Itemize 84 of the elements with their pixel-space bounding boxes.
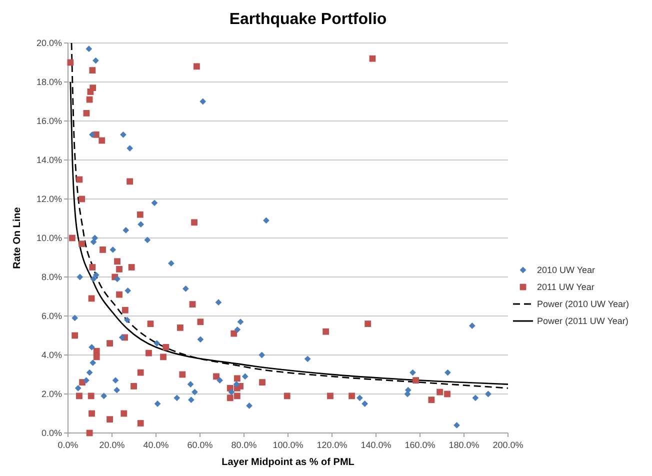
y-tick-label: 20.0% xyxy=(36,38,62,48)
point xyxy=(90,360,96,366)
point xyxy=(362,400,368,407)
point xyxy=(138,221,144,228)
point xyxy=(242,373,248,380)
x-tick-label: 100.0% xyxy=(272,440,304,450)
point xyxy=(216,377,223,384)
point xyxy=(200,98,206,105)
point xyxy=(304,356,311,362)
point xyxy=(234,326,241,333)
point xyxy=(83,377,90,384)
y-axis-title: Rate On Line xyxy=(12,206,23,269)
point xyxy=(454,422,460,428)
y-tick-label: 14.0% xyxy=(36,155,62,166)
legend-label: 2011 UW Year xyxy=(537,282,594,292)
x-tick-label: 120.0% xyxy=(316,440,348,450)
point xyxy=(468,322,476,329)
point xyxy=(154,340,160,346)
point xyxy=(92,57,99,64)
y-tick-label: 8.0% xyxy=(41,272,62,282)
point xyxy=(410,369,416,376)
point xyxy=(404,390,411,398)
y-tick-label: 12.0% xyxy=(36,194,62,204)
point xyxy=(88,344,95,350)
x-tick-label: 140.0% xyxy=(360,440,392,450)
point xyxy=(174,394,180,402)
point xyxy=(92,272,100,278)
point xyxy=(182,286,189,292)
point xyxy=(144,236,151,244)
point xyxy=(90,276,97,282)
point xyxy=(188,396,194,404)
x-tick-label: 0.0% xyxy=(58,440,78,450)
point xyxy=(485,390,492,398)
y-tick-label: 10.0% xyxy=(36,233,62,244)
point xyxy=(237,318,244,326)
point xyxy=(74,384,82,392)
y-tick-label: 18.0% xyxy=(36,77,62,88)
point xyxy=(192,388,198,396)
point xyxy=(118,334,126,341)
point xyxy=(92,234,98,242)
point xyxy=(444,369,451,376)
point xyxy=(122,227,130,234)
point xyxy=(120,131,126,138)
point xyxy=(114,276,120,282)
point xyxy=(76,274,84,280)
point xyxy=(356,394,363,402)
point xyxy=(215,299,222,306)
point xyxy=(72,314,78,322)
point xyxy=(89,131,96,138)
point xyxy=(110,246,116,253)
point xyxy=(100,392,108,400)
point xyxy=(90,238,97,246)
point xyxy=(263,217,270,224)
point xyxy=(112,377,119,384)
point xyxy=(246,402,252,409)
point xyxy=(168,260,174,267)
point xyxy=(197,336,204,343)
y-tick-label: 4.0% xyxy=(41,350,62,360)
point xyxy=(126,145,134,152)
legend-label: Power (2011 UW Year) xyxy=(537,316,628,326)
x-tick-label: 40.0% xyxy=(143,440,169,450)
x-tick-label: 180.0% xyxy=(448,440,480,450)
point xyxy=(124,287,132,294)
point xyxy=(228,388,235,396)
point xyxy=(114,386,120,394)
point xyxy=(124,316,130,324)
point xyxy=(86,46,92,52)
point xyxy=(258,352,266,358)
point xyxy=(472,394,479,402)
legend-label: Power (2010 UW Year) xyxy=(537,299,630,310)
y-tick-label: 2.0% xyxy=(41,389,62,400)
x-axis-title: Layer Midpoint as % of PML xyxy=(222,457,354,468)
y-tick-label: 6.0% xyxy=(41,311,62,322)
legend-label: 2010 UW Year xyxy=(537,265,596,276)
y-tick-label: 0.0% xyxy=(41,428,62,438)
x-tick-label: 80.0% xyxy=(231,440,257,450)
y-tick-label: 16.0% xyxy=(36,116,62,126)
x-tick-label: 20.0% xyxy=(99,440,125,450)
chart-title: Earthquake Portfolio xyxy=(229,11,387,28)
point xyxy=(86,369,93,376)
point xyxy=(151,200,158,206)
x-tick-label: 60.0% xyxy=(187,440,213,450)
x-tick-label: 160.0% xyxy=(404,440,436,450)
x-tick-label: 200.0% xyxy=(492,440,524,450)
